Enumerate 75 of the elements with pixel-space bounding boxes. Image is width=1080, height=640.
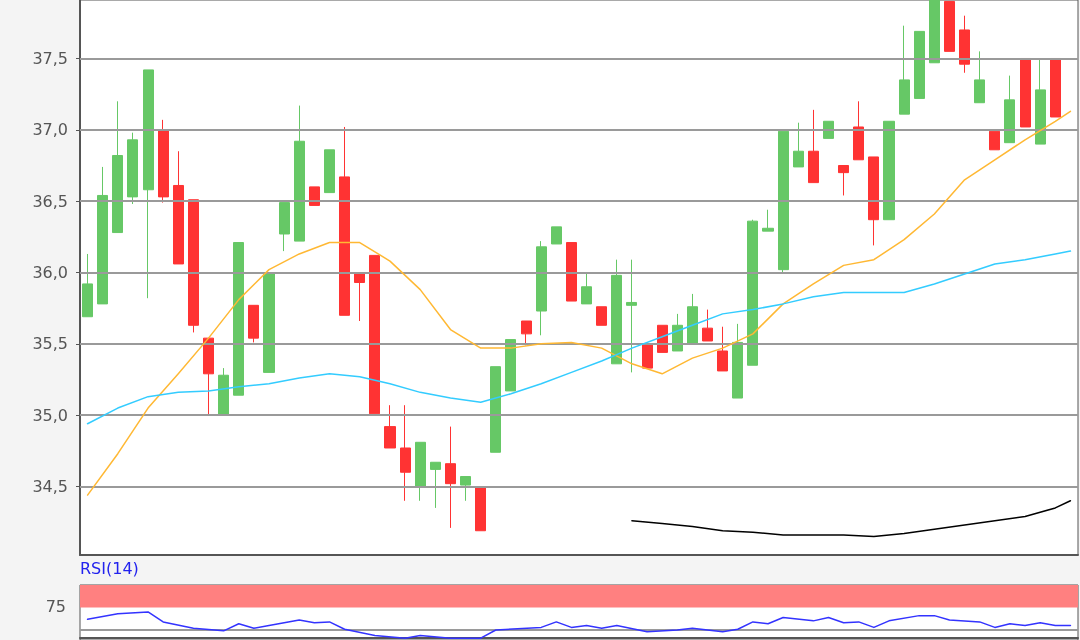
candlestick [732, 323, 743, 399]
candlestick [505, 339, 516, 392]
candlestick [127, 132, 138, 205]
y-tick-label: 36,5 [32, 191, 68, 211]
candlestick [82, 253, 93, 318]
candlestick [899, 25, 910, 115]
candlestick [294, 105, 305, 242]
candlestick [747, 219, 758, 366]
candlestick [490, 366, 501, 453]
candlestick [581, 272, 592, 305]
candlestick [309, 186, 320, 206]
candlestick [248, 304, 259, 343]
candlestick [929, 0, 940, 64]
candlestick [551, 226, 562, 245]
y-tick-label: 37,5 [32, 49, 68, 68]
chart-title: RSI(14) [80, 558, 139, 578]
candlestick [400, 404, 411, 502]
candlestick [914, 30, 925, 99]
candlestick [536, 240, 547, 336]
candlestick [959, 15, 970, 74]
candlestick [702, 309, 713, 342]
candlestick [218, 367, 229, 416]
text: 75 [45, 597, 66, 617]
candlestick [868, 156, 879, 246]
line-series [86, 250, 1072, 425]
candlestick [203, 337, 214, 416]
candlestick [1035, 58, 1046, 145]
candlestick [989, 130, 1000, 151]
candlestick [566, 242, 577, 302]
candlestick [626, 259, 637, 373]
candlestick [354, 272, 365, 322]
candlestick [97, 166, 108, 305]
candlestick [1020, 58, 1031, 128]
y-tick-label: 36,0 [32, 263, 68, 283]
candlestick [717, 326, 728, 372]
candlestick [838, 165, 849, 196]
candlestick [460, 476, 471, 502]
candlestick [687, 293, 698, 345]
candlestick [521, 320, 532, 346]
y-tick-label: 35,5 [32, 334, 68, 354]
candlestick [384, 404, 396, 449]
y-tick-label: 35,0 [32, 405, 68, 425]
candlestick [1004, 75, 1015, 144]
candlestick [339, 126, 350, 316]
candlestick [793, 122, 804, 168]
y-tick-label: 37,0 [32, 120, 68, 140]
line-series [631, 500, 1072, 538]
candlestick [596, 306, 607, 326]
candlestick [883, 120, 895, 221]
candlestick [672, 313, 683, 352]
candlestick [415, 441, 426, 502]
candlestick [778, 130, 789, 274]
candlestick [974, 50, 985, 104]
candlestick [263, 272, 275, 373]
line-series [86, 110, 1072, 496]
candlestick [762, 209, 774, 232]
candlestick [445, 426, 456, 529]
candlestick [143, 69, 154, 299]
candlestick [324, 149, 335, 194]
candlestick [611, 259, 622, 365]
y-tick-label: 34,5 [32, 477, 68, 497]
candlestick [1050, 58, 1061, 118]
candlestick [475, 486, 486, 532]
candlestick [369, 254, 380, 415]
candlestick [173, 150, 184, 265]
candlestick [853, 100, 864, 161]
candlestick [112, 100, 123, 234]
candlestick [188, 199, 199, 333]
candlestick [158, 119, 169, 204]
candlestick [233, 242, 244, 396]
candlestick [430, 461, 441, 509]
candlestick [944, 0, 955, 52]
candlestick [279, 202, 290, 252]
candlestick [808, 109, 819, 184]
candlestick [642, 343, 653, 369]
